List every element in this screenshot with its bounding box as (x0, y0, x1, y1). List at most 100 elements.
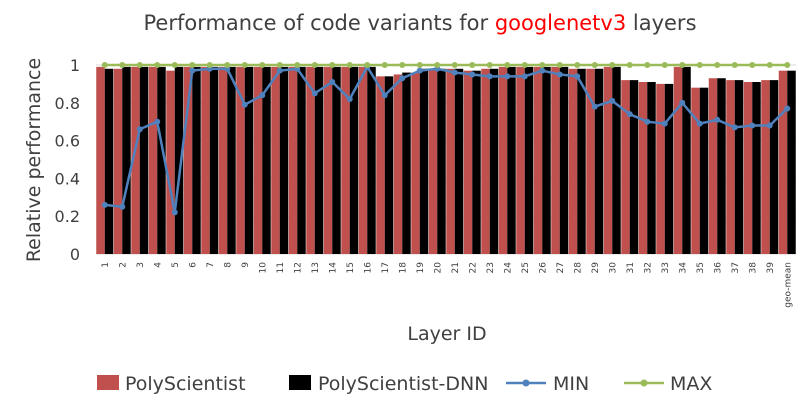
bar-polyscientist (743, 82, 753, 254)
x-tick-label: 36 (713, 262, 723, 274)
bar-polyscientist (411, 72, 420, 254)
point-max (241, 62, 248, 68)
x-tick-label: 38 (748, 262, 758, 274)
x-tick-label: 31 (626, 262, 636, 273)
point-min (399, 75, 406, 82)
bar-polyscientist-dnn (192, 66, 201, 254)
bar-polyscientist-dnn (769, 80, 779, 255)
point-max (486, 62, 493, 68)
bars (96, 66, 796, 255)
point-max (644, 62, 651, 68)
x-tick-label: geo-mean (783, 262, 793, 308)
x-tick-label: 27 (556, 262, 566, 273)
point-max (766, 62, 773, 68)
x-tick-labels: 1 2 3 4 5 6 7 8 9 10 11 12 13 14 15 16 17 18 19 20 21 22 23 24 2… (101, 262, 794, 308)
point-max (679, 62, 686, 68)
point-min (276, 67, 283, 74)
point-max (399, 62, 406, 68)
bar-polyscientist-dnn (349, 66, 359, 254)
point-min (714, 116, 721, 123)
x-tick-label: 24 (503, 262, 513, 274)
point-max (539, 62, 546, 68)
point-min (521, 73, 528, 80)
point-min (766, 122, 773, 129)
bar-polyscientist (96, 66, 105, 254)
bar-polyscientist-dnn (647, 82, 656, 254)
chart-title-prefix: Performance of code variants for (143, 11, 494, 35)
legend-label-max: MAX (670, 373, 712, 395)
bar-polyscientist (218, 66, 228, 254)
point-min (381, 92, 388, 99)
bar-polyscientist-dnn (262, 66, 271, 254)
bar-polyscientist (131, 66, 140, 254)
point-max (276, 62, 283, 68)
x-tick-label: 26 (538, 262, 548, 274)
chart-title-suffix: layers (626, 11, 696, 35)
point-max (434, 62, 441, 68)
bar-polyscientist-dnn (122, 66, 131, 254)
bar-polyscientist (376, 76, 385, 254)
point-max (329, 62, 336, 68)
bar-polyscientist-dnn (279, 66, 289, 254)
point-min (504, 73, 511, 80)
chart-title: Performance of code variants for googlen… (143, 11, 696, 35)
lines (101, 62, 791, 216)
point-max (626, 62, 633, 68)
bar-polyscientist (778, 70, 788, 254)
point-max (784, 62, 791, 68)
x-tick-label: 35 (696, 262, 706, 273)
y-tick-label: 0.6 (55, 132, 80, 151)
bar-polyscientist-dnn (717, 78, 726, 254)
bar-polyscientist (253, 66, 263, 254)
point-max (574, 62, 581, 68)
legend: PolyScientist PolyScientist-DNN MIN MAX (97, 373, 712, 395)
point-min (154, 118, 161, 125)
point-max (171, 62, 178, 68)
bar-polyscientist (428, 68, 438, 254)
x-tick-label: 23 (486, 262, 496, 273)
x-tick-label: 39 (766, 262, 776, 274)
bar-polyscientist-dnn (454, 68, 464, 254)
point-min (259, 92, 266, 99)
bar-polyscientist-dnn (559, 66, 569, 254)
point-max (259, 62, 266, 68)
point-max (731, 62, 738, 68)
point-max (451, 62, 458, 68)
bar-polyscientist (708, 78, 718, 254)
bar-polyscientist (183, 66, 193, 254)
x-tick-label: 32 (643, 262, 653, 273)
bar-polyscientist (341, 66, 350, 254)
bar-polyscientist (306, 66, 315, 254)
point-min (101, 201, 108, 208)
point-min (749, 122, 756, 129)
x-tick-label: 21 (451, 262, 461, 273)
point-min (609, 97, 616, 104)
bar-polyscientist (236, 66, 245, 254)
point-min (241, 101, 248, 108)
bar-polyscientist-dnn (489, 68, 499, 254)
bar-polyscientist-dnn (682, 66, 691, 254)
bar-polyscientist-dnn (787, 70, 796, 254)
y-tick-label: 0 (70, 245, 80, 264)
bar-polyscientist (726, 80, 735, 255)
bar-polyscientist-dnn (139, 66, 149, 254)
point-min (486, 73, 493, 80)
y-tick-labels: 0 0.2 0.4 0.6 0.8 1 (55, 56, 80, 264)
bar-polyscientist (393, 74, 403, 254)
bar-polyscientist (288, 66, 298, 254)
point-max (189, 62, 196, 68)
y-tick-label: 0.2 (55, 207, 80, 226)
x-tick-label: 30 (608, 262, 618, 274)
bar-polyscientist (568, 68, 578, 254)
x-tick-label: 2 (118, 262, 128, 268)
x-tick-label: 29 (591, 262, 601, 274)
bar-polyscientist-dnn (419, 68, 429, 254)
point-min (626, 111, 633, 118)
bar-polyscientist (358, 66, 368, 254)
x-tick-label: 34 (678, 262, 688, 274)
point-max (206, 62, 213, 68)
bar-polyscientist-dnn (367, 66, 376, 254)
x-tick-label: 15 (346, 262, 356, 273)
bar-polyscientist-dnn (104, 68, 114, 254)
